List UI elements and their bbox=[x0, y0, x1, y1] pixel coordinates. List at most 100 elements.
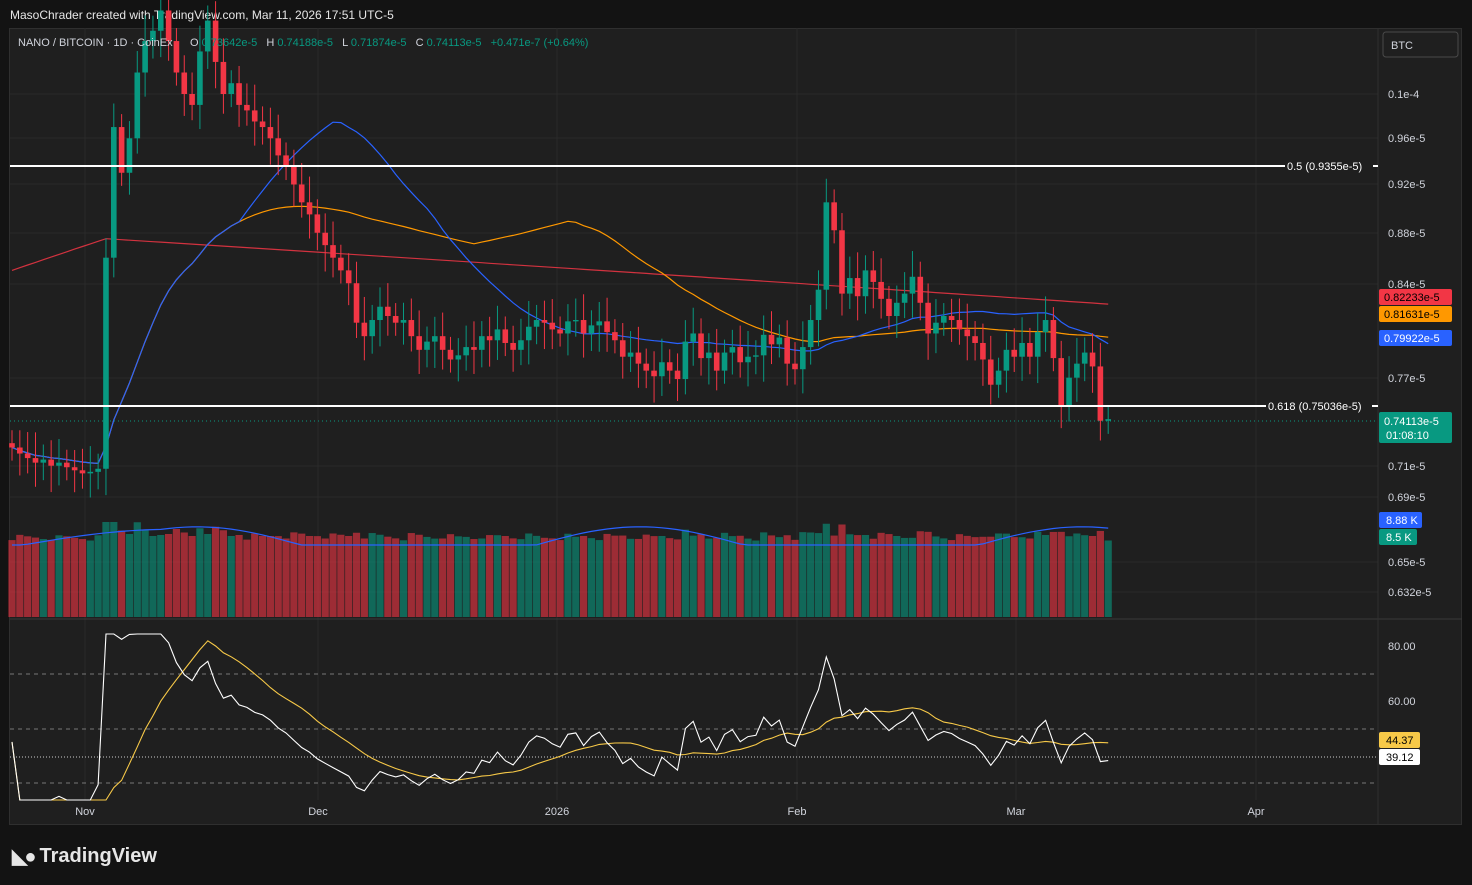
candle-body bbox=[917, 276, 924, 303]
rsi-axis[interactable]: 80.00 60.00 bbox=[1388, 641, 1416, 708]
grid-lines bbox=[10, 28, 1378, 800]
volume-bar bbox=[204, 534, 212, 617]
candle-body bbox=[173, 41, 180, 73]
volume-bar bbox=[556, 540, 564, 617]
candle-body bbox=[40, 459, 47, 463]
candle-body bbox=[236, 83, 242, 105]
ma-red-badge-text: 0.82233e-5 bbox=[1384, 292, 1440, 304]
volume-bar bbox=[1104, 540, 1112, 617]
candle-body bbox=[1074, 363, 1080, 378]
candle-body bbox=[659, 362, 665, 377]
volume-bar bbox=[16, 534, 24, 617]
candle-body bbox=[1003, 349, 1010, 371]
volume-bar bbox=[955, 534, 964, 617]
candle-body bbox=[330, 245, 336, 258]
volume-bar bbox=[78, 539, 87, 617]
candle-body bbox=[385, 306, 391, 317]
volume-bar bbox=[493, 535, 502, 617]
volume-bar bbox=[462, 536, 470, 617]
candle-body bbox=[32, 458, 39, 463]
candle-body bbox=[447, 349, 454, 360]
candle-body bbox=[345, 270, 352, 284]
candle-body bbox=[925, 302, 931, 334]
volume-bar bbox=[1002, 533, 1011, 617]
volume-bar bbox=[705, 538, 713, 617]
candle-body bbox=[228, 83, 235, 94]
vol-ma-badge bbox=[1379, 512, 1422, 528]
volume-bar bbox=[258, 535, 267, 617]
candle-body bbox=[713, 352, 720, 371]
volume-bar bbox=[626, 538, 635, 617]
price-axis-label: 0.1e-4 bbox=[1388, 89, 1419, 101]
candle-body bbox=[306, 202, 313, 215]
volume-bar bbox=[102, 522, 110, 617]
volume-bar bbox=[854, 535, 862, 617]
volume-bar bbox=[251, 533, 259, 617]
candle-body bbox=[745, 356, 751, 363]
candle-body bbox=[314, 214, 321, 233]
volume-bar bbox=[360, 538, 368, 617]
volume-bar bbox=[767, 535, 776, 617]
volume-bar bbox=[337, 534, 345, 617]
candle-body bbox=[776, 337, 783, 345]
time-axis[interactable]: Nov Dec 2026 Feb Mar Apr bbox=[75, 806, 1265, 818]
candle-body bbox=[392, 316, 399, 323]
candle-body bbox=[682, 341, 689, 380]
candle-body bbox=[596, 321, 603, 326]
rsi-badge bbox=[1379, 749, 1420, 765]
currency-button[interactable] bbox=[1382, 31, 1459, 58]
volume-ma-line bbox=[12, 526, 1109, 546]
tradingview-logo[interactable]: ◣● TradingView bbox=[12, 844, 157, 869]
candle-body bbox=[24, 453, 31, 459]
candle-body bbox=[948, 316, 955, 321]
candle-body bbox=[510, 342, 516, 350]
volume-bar bbox=[940, 538, 948, 617]
volume-bar bbox=[736, 535, 744, 617]
volume-bar bbox=[869, 538, 877, 617]
volume-bar bbox=[595, 540, 603, 617]
candle-body bbox=[588, 325, 595, 334]
price-axis-label: 0.69e-5 bbox=[1388, 492, 1425, 504]
volume-bar bbox=[399, 540, 408, 617]
volume-bar bbox=[63, 536, 71, 617]
candle-body bbox=[259, 121, 266, 128]
candle-body bbox=[854, 278, 861, 297]
candle-body bbox=[103, 257, 109, 469]
volume-bar bbox=[877, 532, 885, 617]
candle-body bbox=[251, 110, 258, 122]
candle-body bbox=[729, 347, 736, 353]
volume-bar bbox=[979, 536, 987, 617]
volume-bar bbox=[39, 539, 47, 617]
candle-body bbox=[110, 127, 117, 258]
time-axis-label: 2026 bbox=[545, 806, 569, 818]
candle-body bbox=[753, 355, 759, 357]
candle-body bbox=[439, 336, 446, 350]
volume-bar bbox=[313, 536, 321, 617]
volume-bar bbox=[392, 538, 400, 617]
vol-ma-badge-text: 8.88 K bbox=[1386, 515, 1418, 527]
chart-frame[interactable] bbox=[9, 28, 1462, 825]
volume-bar bbox=[157, 535, 165, 617]
volume-bar bbox=[211, 526, 220, 617]
candle-body bbox=[635, 352, 642, 364]
volume-bar bbox=[321, 538, 329, 617]
volume-bar bbox=[885, 534, 893, 617]
price-axis[interactable]: 0.1e-4 0.96e-5 0.92e-5 0.88e-5 0.84e-5 0.77e-… bbox=[1388, 89, 1431, 599]
candle-body bbox=[400, 320, 407, 323]
candle-body bbox=[322, 232, 328, 246]
volume-bar bbox=[830, 535, 838, 617]
candle-body bbox=[1050, 320, 1057, 359]
candle-body bbox=[909, 276, 916, 294]
candle-body bbox=[972, 336, 978, 343]
countdown-text: 01:08:10 bbox=[1386, 430, 1429, 442]
candle-body bbox=[1019, 342, 1025, 357]
volume-bar bbox=[720, 532, 729, 617]
candle-body bbox=[134, 72, 141, 139]
candle-body bbox=[455, 355, 462, 360]
ohlc-legend: NANO / BITCOIN · 1D · CoinEx O 0.73642e-… bbox=[18, 37, 588, 49]
volume-bar bbox=[86, 540, 94, 617]
candle-body bbox=[416, 336, 422, 350]
volume-bar bbox=[611, 535, 619, 617]
candle-body bbox=[706, 352, 712, 359]
